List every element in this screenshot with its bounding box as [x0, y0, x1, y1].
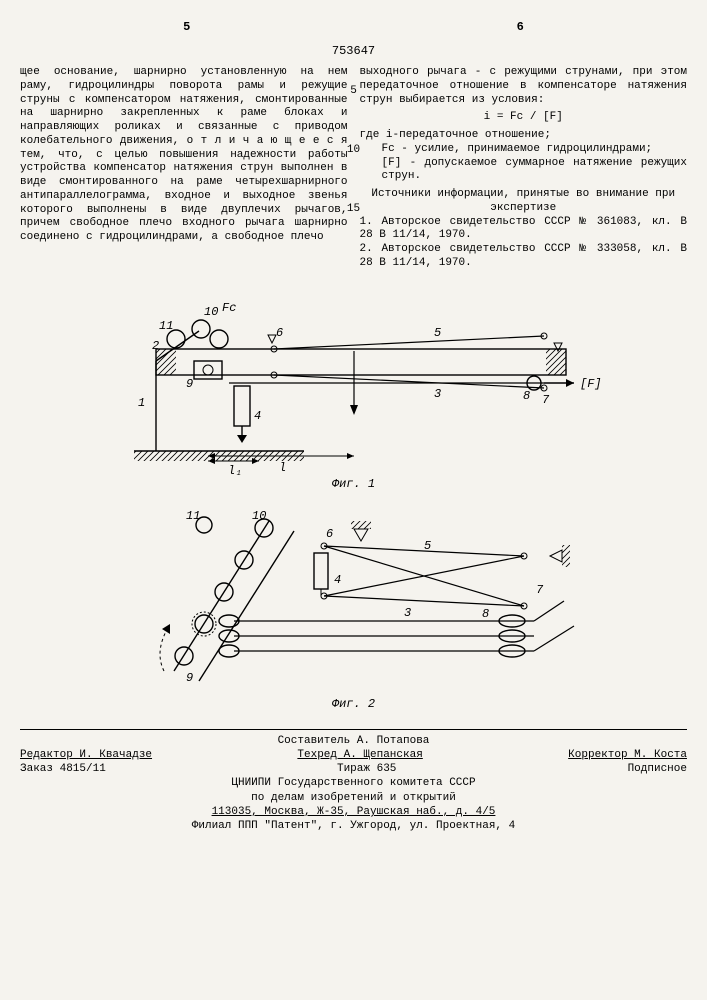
margin-line-numbers: 5 10 15 — [345, 66, 363, 215]
label-1: 1 — [138, 396, 145, 410]
footer-org1: ЦНИИПИ Государственного комитета СССР — [20, 776, 687, 790]
footer-compiler: Составитель А. Потапова — [20, 734, 687, 748]
svg-text:4: 4 — [334, 573, 341, 587]
column-left: щее основание, шарнирно установленную на… — [20, 66, 348, 271]
source-1: 1. Авторское свидетельство СССР № 361083… — [360, 216, 688, 244]
label-10: 10 — [204, 305, 218, 319]
svg-text:3: 3 — [404, 606, 411, 620]
formula: i = Fc / [F] — [360, 111, 688, 125]
patent-number: 753647 — [20, 44, 687, 58]
label-l1: l₁ — [228, 464, 242, 478]
label-5: 5 — [434, 326, 441, 340]
label-7: 7 — [542, 393, 550, 407]
fc-line: Fc - усилие, принимаемое гидроцилиндрами… — [360, 143, 688, 157]
svg-text:10: 10 — [252, 509, 266, 523]
label-f: [F] — [580, 377, 602, 391]
label-11: 11 — [159, 319, 173, 333]
label-l: l — [279, 461, 286, 475]
footer: Составитель А. Потапова Редактор И. Квач… — [20, 729, 687, 834]
footer-order: Заказ 4815/11 — [20, 762, 106, 776]
column-right: выходного рычага - с режущими струнами, … — [360, 66, 688, 271]
f-line: [F] - допускаемое суммарное натяжение ре… — [360, 157, 688, 185]
footer-tiraz: Тираж 635 — [337, 762, 396, 776]
fig1-caption: Фиг. 1 — [25, 477, 682, 491]
svg-text:7: 7 — [536, 583, 544, 597]
label-9: 9 — [186, 377, 193, 391]
page-num-left: 5 — [183, 20, 190, 34]
figure-1: Fc [F] l l₁ 1 2 3 4 5 6 7 8 9 10 11 Фиг.… — [25, 291, 682, 491]
footer-podpis: Подписное — [628, 762, 687, 776]
footer-corrector: Корректор М. Коста — [568, 748, 687, 762]
footer-addr: 113035, Москва, Ж-35, Раушская наб., д. … — [20, 805, 687, 819]
sources-header: Источники информации, принятые во вниман… — [360, 188, 688, 216]
label-6: 6 — [276, 326, 283, 340]
footer-tech: Техред А. Щепанская — [297, 748, 422, 762]
where-line: где i-передаточное отношение; — [360, 129, 688, 143]
page-num-right: 6 — [517, 20, 524, 34]
fig2-caption: Фиг. 2 — [25, 697, 682, 711]
label-3: 3 — [434, 387, 441, 401]
footer-org2: по делам изобретений и открытий — [20, 791, 687, 805]
source-2: 2. Авторское свидетельство СССР № 333058… — [360, 243, 688, 271]
svg-text:8: 8 — [482, 607, 489, 621]
figure-2: 11 10 6 4 5 3 7 8 9 Фиг. 2 — [25, 501, 682, 711]
label-8: 8 — [523, 389, 530, 403]
svg-text:5: 5 — [424, 539, 431, 553]
svg-text:9: 9 — [186, 671, 193, 685]
svg-text:11: 11 — [186, 509, 200, 523]
label-4: 4 — [254, 409, 261, 423]
para-a: выходного рычага - с режущими струнами, … — [360, 66, 688, 106]
footer-filial: Филиал ППП "Патент", г. Ужгород, ул. Про… — [20, 819, 687, 833]
label-fc: Fc — [222, 301, 236, 315]
label-2: 2 — [152, 339, 159, 353]
svg-text:6: 6 — [326, 527, 333, 541]
footer-editor: Редактор И. Квачадзе — [20, 748, 152, 762]
